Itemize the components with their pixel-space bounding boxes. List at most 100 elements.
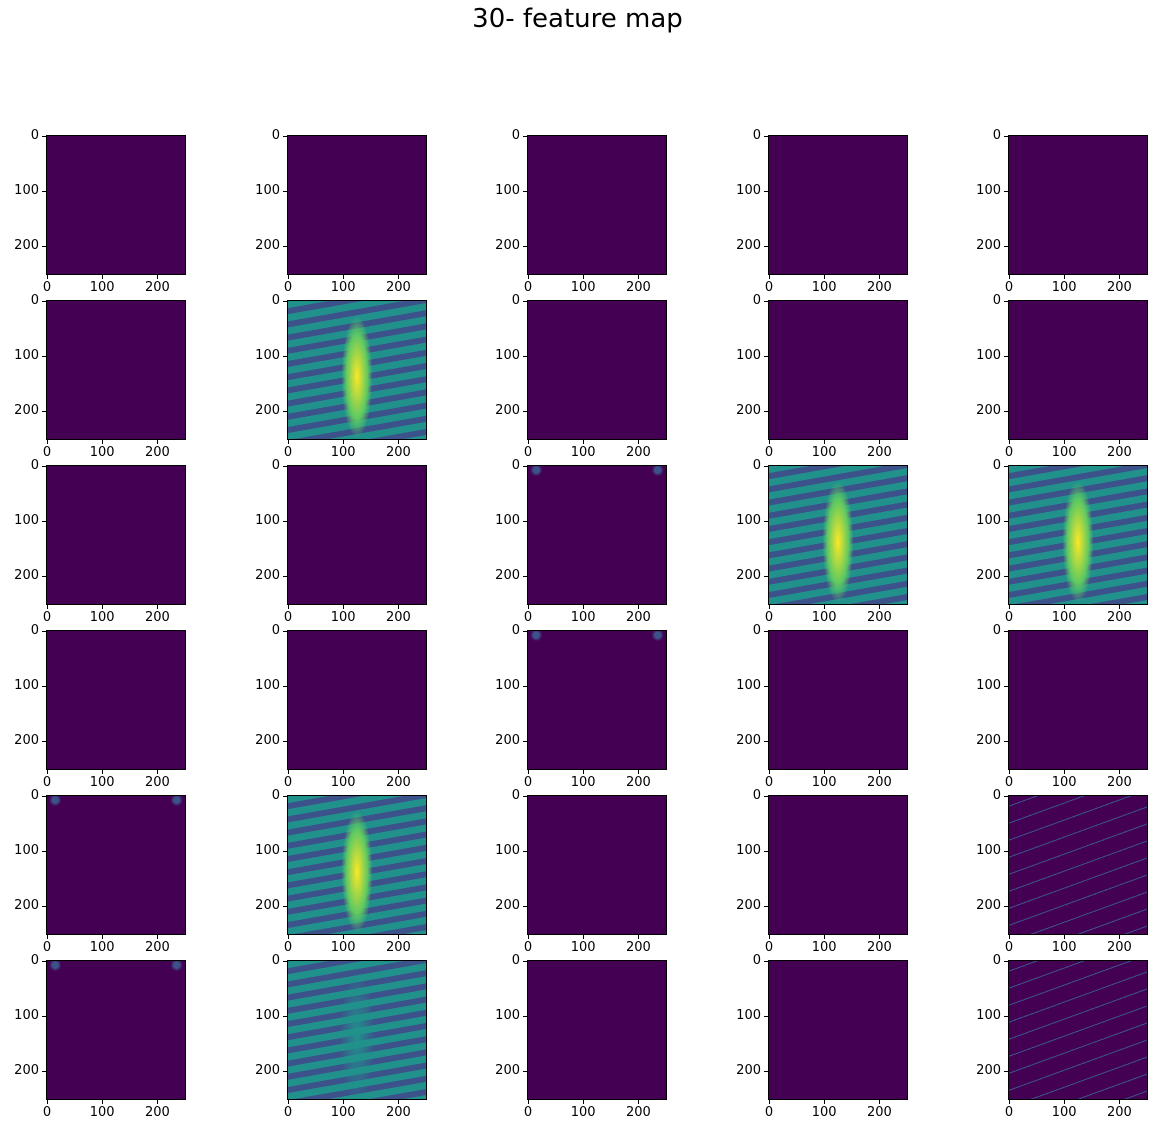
y-tick-mark (523, 851, 527, 853)
y-tick-mark (1004, 246, 1008, 248)
x-tick-mark (1119, 935, 1121, 939)
y-tick-mark (283, 356, 287, 358)
feature-map-panel (768, 795, 908, 935)
x-tick-label: 200 (385, 445, 411, 460)
heatmap-cells (769, 961, 907, 1099)
y-tick-label: 0 (752, 623, 761, 638)
x-tick-label: 0 (42, 940, 52, 955)
x-tick-label: 100 (811, 775, 837, 790)
y-tick-mark (523, 631, 527, 632)
heatmap-cells (288, 961, 426, 1099)
x-tick-mark (47, 770, 48, 774)
x-tick-mark (528, 1100, 529, 1104)
x-tick-mark (879, 605, 881, 609)
y-tick-label: 0 (511, 128, 520, 143)
x-tick-mark (1009, 275, 1010, 279)
y-tick-mark (1004, 191, 1008, 193)
x-tick-label: 200 (144, 445, 170, 460)
y-tick-label: 100 (14, 843, 39, 859)
x-tick-label: 200 (1106, 1105, 1132, 1120)
heatmap-image (768, 960, 908, 1100)
x-tick-label: 100 (1051, 445, 1077, 460)
y-tick-mark (1004, 686, 1008, 688)
heatmap-cells (528, 961, 666, 1099)
y-tick-label: 200 (495, 403, 520, 419)
y-tick-mark (283, 301, 287, 302)
x-tick-mark (288, 275, 289, 279)
x-tick-mark (1064, 1100, 1066, 1104)
y-tick-label: 200 (255, 403, 280, 419)
x-tick-mark (769, 275, 770, 279)
x-tick-label: 0 (283, 940, 293, 955)
x-tick-mark (583, 770, 585, 774)
y-tick-label: 200 (976, 898, 1001, 914)
y-tick-label: 0 (30, 623, 39, 638)
y-tick-label: 100 (14, 1008, 39, 1024)
y-tick-label: 100 (495, 1008, 520, 1024)
y-tick-label: 0 (271, 953, 280, 968)
y-tick-label: 200 (976, 238, 1001, 254)
x-tick-label: 100 (570, 775, 596, 790)
y-tick-label: 0 (752, 293, 761, 308)
x-tick-mark (157, 440, 159, 444)
y-tick-mark (42, 356, 46, 358)
y-tick-mark (42, 1016, 46, 1018)
x-tick-mark (102, 770, 104, 774)
x-tick-mark (528, 935, 529, 939)
y-tick-label: 100 (976, 348, 1001, 364)
x-tick-mark (1119, 1100, 1121, 1104)
y-tick-mark (283, 411, 287, 413)
y-tick-mark (42, 796, 46, 797)
y-tick-mark (764, 576, 768, 578)
y-tick-label: 200 (976, 403, 1001, 419)
x-tick-label: 200 (866, 445, 892, 460)
heatmap-image (287, 135, 427, 275)
x-tick-mark (102, 440, 104, 444)
feature-map-panel (527, 960, 667, 1100)
x-tick-label: 200 (1106, 445, 1132, 460)
x-tick-label: 200 (625, 610, 651, 625)
x-tick-mark (638, 275, 640, 279)
y-tick-label: 200 (14, 1063, 39, 1079)
x-tick-label: 100 (89, 775, 115, 790)
x-tick-label: 200 (1106, 940, 1132, 955)
x-tick-label: 0 (1004, 610, 1014, 625)
x-tick-mark (288, 770, 289, 774)
x-tick-label: 100 (811, 445, 837, 460)
y-tick-label: 100 (736, 513, 761, 529)
y-tick-mark (523, 521, 527, 523)
y-tick-mark (42, 411, 46, 413)
x-tick-label: 200 (1106, 610, 1132, 625)
x-tick-label: 0 (42, 775, 52, 790)
y-tick-mark (764, 521, 768, 523)
heatmap-image (527, 300, 667, 440)
x-tick-label: 0 (523, 1105, 533, 1120)
x-tick-label: 0 (764, 445, 774, 460)
heatmap-image (287, 630, 427, 770)
feature-map-panel (1008, 465, 1148, 605)
heatmap-image (287, 795, 427, 935)
x-tick-label: 100 (1051, 940, 1077, 955)
feature-map-panel (1008, 630, 1148, 770)
y-tick-mark (1004, 411, 1008, 413)
feature-map-panel (1008, 960, 1148, 1100)
y-tick-mark (764, 466, 768, 467)
x-tick-mark (288, 440, 289, 444)
y-tick-mark (764, 246, 768, 248)
y-tick-label: 100 (495, 678, 520, 694)
x-tick-mark (528, 605, 529, 609)
x-tick-mark (157, 935, 159, 939)
heatmap-image (287, 465, 427, 605)
y-tick-mark (283, 686, 287, 688)
y-tick-label: 0 (271, 623, 280, 638)
y-tick-mark (1004, 301, 1008, 302)
y-tick-label: 0 (30, 458, 39, 473)
y-tick-label: 100 (14, 513, 39, 529)
y-tick-label: 100 (736, 1008, 761, 1024)
heatmap-cells (528, 796, 666, 934)
x-tick-label: 0 (1004, 1105, 1014, 1120)
y-tick-mark (764, 851, 768, 853)
y-tick-label: 100 (14, 183, 39, 199)
x-tick-mark (583, 935, 585, 939)
